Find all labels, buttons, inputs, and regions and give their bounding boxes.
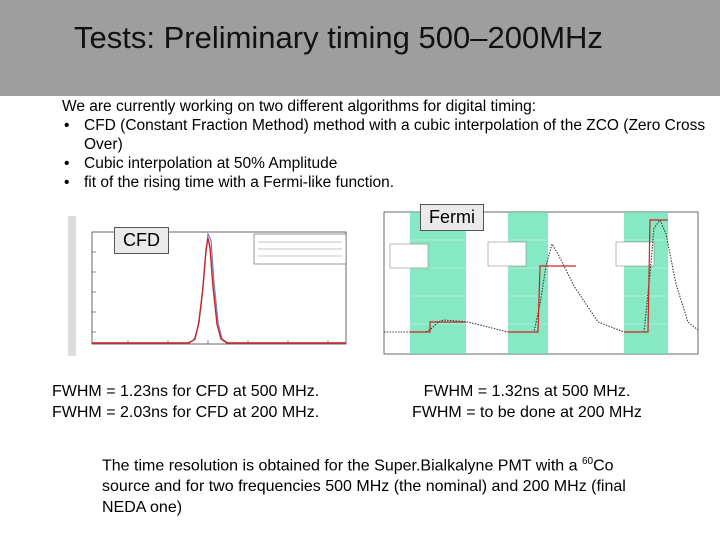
isotope-mass: 60 bbox=[581, 456, 594, 467]
cfd-result-500: FWHM = 1.23ns for CFD at 500 MHz. bbox=[52, 383, 320, 400]
fermi-results: FWHM = 1.32ns at 500 MHz. FWHM = to be d… bbox=[412, 381, 642, 423]
fermi-fit-steps bbox=[410, 219, 668, 333]
cfd-label: CFD bbox=[114, 227, 169, 254]
bullet-cubic: • Cubic interpolation at 50% Amplitude bbox=[62, 154, 712, 173]
bullet-icon: • bbox=[64, 174, 70, 191]
stats-lines bbox=[258, 241, 342, 257]
fit-region-1 bbox=[410, 212, 466, 354]
closing-part-1: The time resolution is obtained for the … bbox=[102, 457, 582, 475]
cfd-result-200: FWHM = 2.03ns for CFD at 200 MHz. bbox=[52, 404, 320, 421]
bullet-cfd: • CFD (Constant Fraction Method) method … bbox=[62, 116, 712, 154]
fermi-label: Fermi bbox=[420, 204, 484, 231]
fermi-result-200: FWHM = to be done at 200 MHz bbox=[412, 404, 642, 421]
bullet-text: Cubic interpolation at 50% Amplitude bbox=[84, 155, 338, 172]
bullet-text: fit of the rising time with a Fermi-like… bbox=[84, 174, 395, 191]
fermi-result-500: FWHM = 1.32ns at 500 MHz. bbox=[423, 383, 631, 400]
plot-margin-strip bbox=[68, 216, 76, 356]
title-bar bbox=[0, 0, 720, 96]
bullet-icon: • bbox=[64, 155, 70, 172]
gaussian-fit-curve bbox=[92, 237, 346, 344]
bullet-icon: • bbox=[64, 117, 70, 134]
fit-region-2 bbox=[508, 212, 548, 354]
bullet-text: CFD (Constant Fraction Method) method wi… bbox=[84, 117, 706, 153]
grid-lines bbox=[384, 239, 698, 325]
intro-text: We are currently working on two differen… bbox=[62, 98, 537, 115]
bullet-fermi: • fit of the rising time with a Fermi-li… bbox=[62, 173, 712, 192]
fit-region-3 bbox=[624, 212, 668, 354]
fermi-fit-image bbox=[348, 204, 704, 364]
closing-part-2: Co source and for two frequencies 500 MH… bbox=[102, 457, 626, 517]
plot-frame bbox=[91, 231, 347, 345]
signal-trace bbox=[384, 218, 699, 333]
algorithm-list: • CFD (Constant Fraction Method) method … bbox=[62, 116, 712, 192]
slide-title: Tests: Preliminary timing 500–200MHz bbox=[74, 20, 603, 55]
fit-parameter-boxes bbox=[389, 241, 655, 269]
cfd-results: FWHM = 1.23ns for CFD at 500 MHz. FWHM =… bbox=[52, 381, 319, 423]
closing-note: The time resolution is obtained for the … bbox=[102, 451, 662, 518]
cfd-histogram-image bbox=[68, 212, 353, 362]
